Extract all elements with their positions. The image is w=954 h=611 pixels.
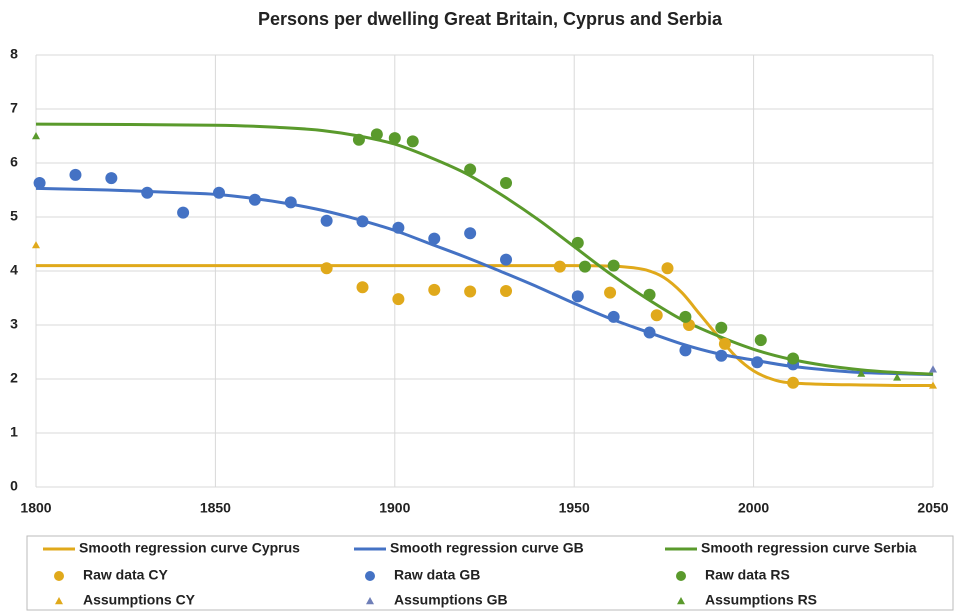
y-tick-label: 2: [10, 370, 18, 386]
y-tick-label: 5: [10, 208, 18, 224]
legend-entry: Smooth regression curve GB: [354, 540, 584, 556]
raw-data-point: [787, 352, 800, 365]
raw-data-point: [500, 284, 513, 297]
raw-data-point: [356, 215, 369, 228]
raw-data-point: [352, 133, 365, 146]
raw-data-point: [604, 286, 617, 299]
raw-data-point: [679, 344, 692, 357]
raw-data-point: [248, 193, 261, 206]
x-tick-label: 1800: [20, 500, 51, 516]
legend-entry: Raw data RS: [676, 567, 790, 583]
raw-data-point: [69, 168, 82, 181]
raw-data-point: [388, 132, 401, 145]
raw-data-point: [33, 176, 46, 189]
raw-data-point: [428, 283, 441, 296]
legend-entry: Assumptions GB: [366, 592, 508, 608]
y-tick-label: 4: [10, 262, 18, 278]
raw-data-point: [428, 232, 441, 245]
raw-data-point: [787, 376, 800, 389]
legend-label: Raw data CY: [83, 567, 168, 583]
x-tick-label: 1850: [200, 500, 231, 516]
legend-label: Raw data RS: [705, 567, 790, 583]
raw-data-point: [578, 260, 591, 273]
raw-data-point: [553, 260, 566, 273]
raw-data-point: [715, 349, 728, 362]
assumption-point: [929, 381, 937, 389]
raw-data-point: [105, 172, 118, 185]
raw-data-point: [607, 259, 620, 272]
raw-data-point: [212, 186, 225, 199]
raw-data-point: [643, 326, 656, 339]
raw-data-point: [643, 288, 656, 301]
y-tick-label: 0: [10, 478, 18, 494]
legend-swatch: [55, 597, 63, 605]
legend-label: Smooth regression curve Cyprus: [79, 540, 300, 556]
raw-data-point: [464, 163, 477, 176]
raw-data-point: [715, 321, 728, 334]
raw-data-point: [284, 196, 297, 209]
y-tick-label: 8: [10, 46, 18, 62]
x-tick-label: 1950: [559, 500, 590, 516]
raw-data-point: [356, 281, 369, 294]
raw-data-point: [751, 356, 764, 369]
x-tick-label: 1900: [379, 500, 410, 516]
assumption-point: [893, 373, 902, 381]
legend-box: [26, 535, 954, 611]
raw-data-point: [500, 176, 513, 189]
raw-data-point: [464, 285, 477, 298]
y-tick-label: 6: [10, 154, 18, 170]
raw-data-point: [571, 236, 584, 249]
y-tick-label: 7: [10, 100, 18, 116]
raw-data-point: [392, 293, 405, 306]
legend-swatch: [676, 571, 686, 581]
assumption-point: [857, 369, 866, 377]
raw-data-point: [754, 334, 767, 347]
raw-data-point: [718, 337, 731, 350]
raw-data-point: [392, 221, 405, 234]
legend-entry: Assumptions CY: [55, 592, 196, 608]
legend-label: Smooth regression curve GB: [390, 540, 584, 556]
chart-title: Persons per dwelling Great Britain, Cypr…: [258, 9, 723, 29]
x-tick-label: 2050: [917, 500, 948, 516]
legend-entry: Smooth regression curve Serbia: [665, 540, 917, 556]
legend-swatch: [677, 597, 685, 605]
raw-data-point: [661, 262, 674, 275]
raw-data-point: [679, 310, 692, 323]
raw-data-point: [320, 214, 333, 227]
assumption-point: [32, 241, 40, 249]
legend-swatch: [365, 571, 375, 581]
legend-label: Assumptions GB: [394, 592, 508, 608]
legend-entry: Raw data CY: [54, 567, 168, 583]
x-tick-label: 2000: [738, 500, 769, 516]
legend-swatch: [366, 597, 374, 605]
regression-curve: [35, 122, 934, 376]
legend-label: Assumptions RS: [705, 592, 817, 608]
legend-label: Assumptions CY: [83, 592, 196, 608]
raw-data-point: [141, 186, 154, 199]
regression-curve: [35, 186, 934, 377]
raw-data-point: [320, 262, 333, 275]
raw-data-point: [406, 135, 419, 148]
legend-entry: Raw data GB: [365, 567, 480, 583]
assumption-point: [32, 132, 40, 140]
regression-curve: [36, 264, 934, 388]
raw-data-point: [571, 290, 584, 303]
assumption-point: [929, 365, 937, 373]
raw-data-point: [607, 310, 620, 323]
raw-data-point: [177, 206, 190, 219]
legend-entry: Smooth regression curve Cyprus: [43, 540, 300, 556]
raw-data-point: [370, 128, 383, 141]
legend-entry: Assumptions RS: [677, 592, 817, 608]
legend-label: Smooth regression curve Serbia: [701, 540, 917, 556]
raw-data-point: [500, 253, 513, 266]
legend-swatch: [54, 571, 64, 581]
raw-data-point: [650, 309, 663, 322]
raw-data-point: [464, 227, 477, 240]
legend-label: Raw data GB: [394, 567, 480, 583]
y-tick-label: 1: [10, 424, 18, 440]
y-tick-label: 3: [10, 316, 18, 332]
